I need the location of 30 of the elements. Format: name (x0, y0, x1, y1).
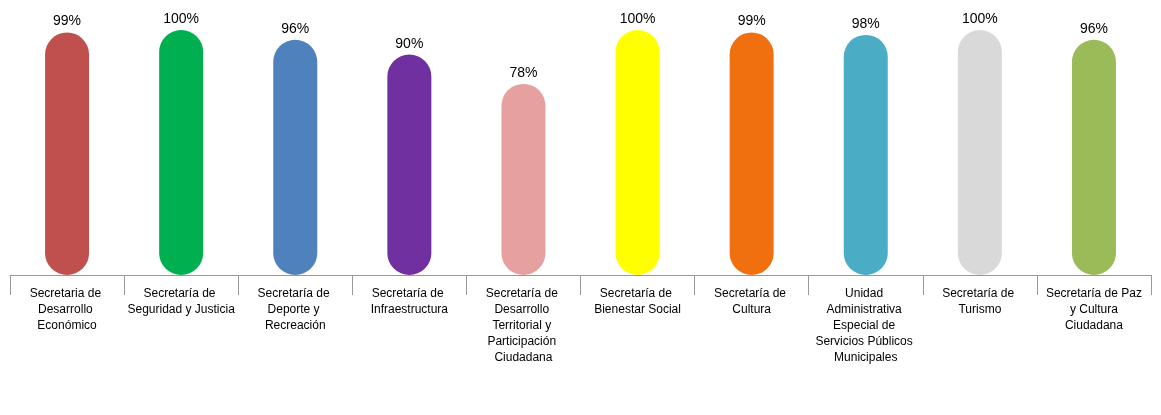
bar (159, 30, 204, 275)
data-label: 99% (53, 12, 82, 29)
bar (45, 32, 90, 275)
x-tick-label: Secretaría de Infraestructura (370, 286, 449, 316)
x-tick-label: Secretaría de Paz y Cultura Ciudadana (1045, 286, 1142, 332)
data-label: 100% (163, 10, 200, 26)
bar (615, 30, 660, 275)
data-label: 96% (281, 19, 310, 36)
data-label: 100% (961, 10, 998, 26)
data-label: 90% (395, 34, 424, 51)
bar (729, 32, 774, 275)
bar (387, 54, 432, 275)
x-tick-label: Secretaría de Deporte y Recreación (257, 286, 333, 332)
x-tick-label: Secretaría de Bienestar Social (594, 286, 681, 316)
bar (957, 30, 1002, 275)
data-label: 100% (619, 10, 656, 26)
data-label: 98% (851, 14, 880, 31)
bar (1071, 39, 1116, 275)
x-tick-label: Unidad Administrativa Especial de Servicios Públicos Municipales (815, 286, 917, 364)
x-tick-label: Secretaría de Cultura (713, 286, 790, 316)
data-label: 96% (1079, 19, 1108, 36)
data-label: 99% (737, 12, 766, 29)
x-tick-label: Secretaria de Desarrollo Económico (29, 286, 105, 332)
data-label: 78% (509, 63, 538, 80)
bar (843, 34, 888, 275)
x-tick-label: Secretaría de Turismo (942, 286, 1018, 316)
bar (273, 39, 318, 275)
bar (501, 83, 546, 275)
x-tick-label: Secretaría de Seguridad y Justicia (127, 286, 236, 316)
x-tick-label: Secretaría de Desarrollo Territorial y Participación Ciudadana (485, 286, 562, 364)
